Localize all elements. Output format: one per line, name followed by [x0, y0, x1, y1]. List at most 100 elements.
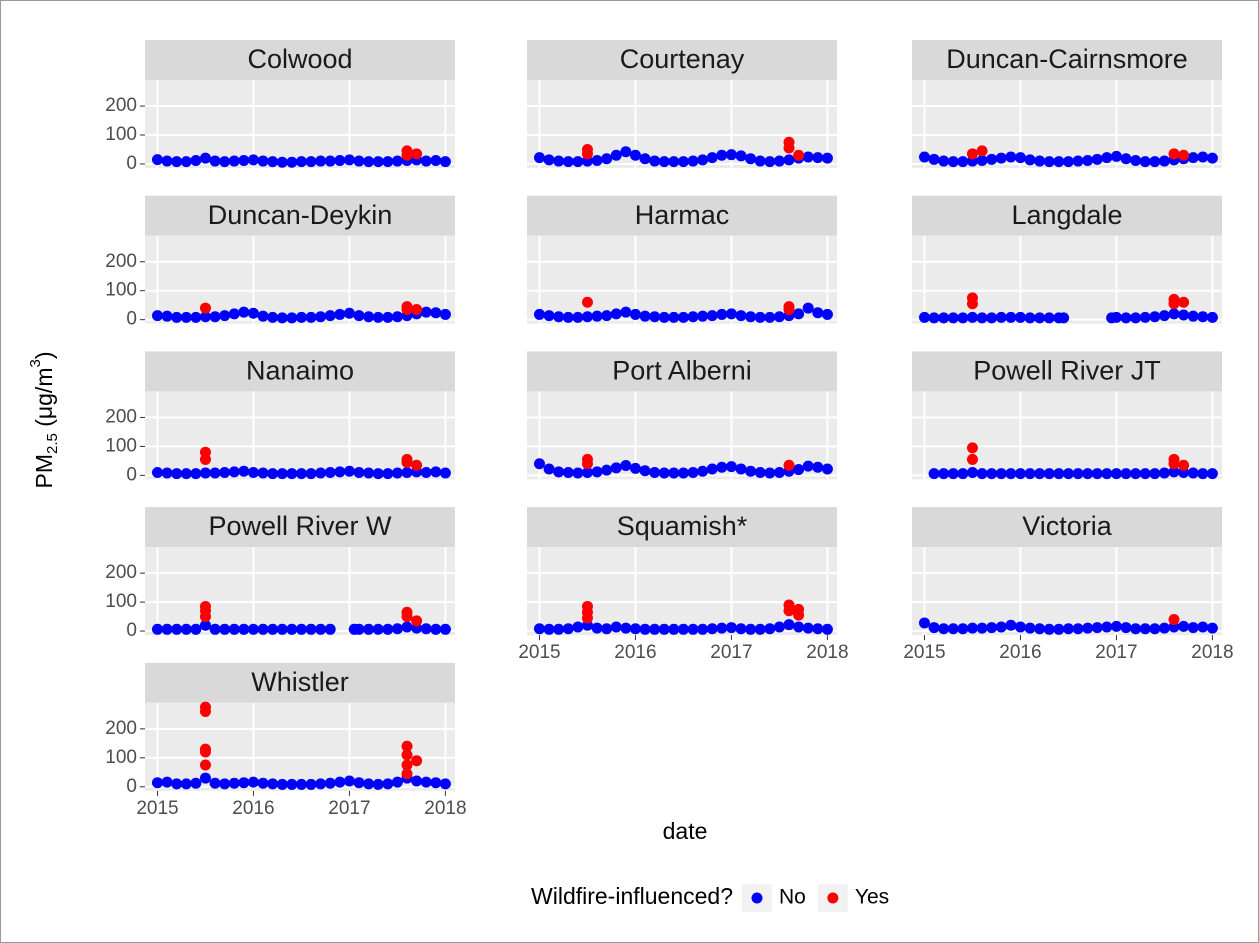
legend-title: Wildfire-influenced?	[531, 883, 733, 909]
point	[1168, 621, 1180, 633]
point	[629, 462, 641, 474]
panel: Colwood 0 100 200	[105, 40, 455, 174]
point	[1178, 149, 1190, 161]
y-tick-label: 0	[126, 309, 137, 330]
point	[773, 311, 785, 323]
point	[199, 152, 211, 164]
point	[171, 778, 183, 790]
point	[1168, 148, 1180, 160]
point	[812, 152, 824, 164]
strip	[912, 351, 1222, 392]
point	[725, 622, 737, 634]
point	[363, 778, 375, 790]
panel: Powell River JT	[912, 351, 1222, 480]
point	[238, 465, 250, 477]
point	[363, 156, 375, 168]
point	[199, 705, 211, 717]
plot-background	[527, 547, 837, 636]
point	[391, 467, 403, 479]
point	[995, 621, 1007, 633]
point	[1168, 613, 1180, 625]
point	[1187, 622, 1199, 634]
point	[1158, 467, 1170, 479]
point	[276, 156, 288, 168]
strip	[912, 507, 1222, 548]
point	[1206, 311, 1218, 323]
point	[1082, 154, 1094, 166]
point	[649, 311, 661, 323]
point	[802, 151, 814, 163]
point	[219, 778, 231, 790]
point	[439, 467, 451, 479]
point	[687, 623, 699, 635]
point	[228, 155, 240, 167]
point	[353, 466, 365, 478]
point	[1034, 155, 1046, 167]
point	[171, 156, 183, 168]
point	[372, 623, 384, 635]
point	[543, 310, 555, 322]
point	[1130, 154, 1142, 166]
point	[793, 308, 805, 320]
strip	[912, 195, 1222, 236]
point	[1062, 468, 1074, 480]
point	[543, 154, 555, 166]
point	[1014, 311, 1026, 323]
point	[543, 463, 555, 475]
y-label-sub: 2.5	[44, 433, 61, 454]
point	[382, 623, 394, 635]
point	[802, 622, 814, 634]
point	[1187, 310, 1199, 322]
point	[793, 609, 805, 621]
point	[1110, 620, 1122, 632]
point	[1206, 468, 1218, 480]
point	[966, 298, 978, 310]
point	[190, 311, 202, 323]
point	[353, 777, 365, 789]
point	[343, 465, 355, 477]
point	[821, 308, 833, 320]
point	[725, 149, 737, 161]
point	[401, 621, 413, 633]
y-label-part: (μg/m	[31, 368, 57, 434]
panel: Langdale	[912, 195, 1222, 324]
point	[716, 308, 728, 320]
point	[764, 311, 776, 323]
point	[783, 459, 795, 471]
point	[976, 622, 988, 634]
point	[439, 778, 451, 790]
point	[1024, 154, 1036, 166]
point	[601, 623, 613, 635]
point	[783, 142, 795, 154]
point	[629, 308, 641, 320]
x-tick-label: 2017	[1095, 642, 1137, 663]
point	[401, 304, 413, 316]
point	[716, 149, 728, 161]
point	[1101, 152, 1113, 164]
panel: Squamish* 2015 2016 2017 2018	[518, 507, 849, 663]
point	[228, 623, 240, 635]
point	[372, 156, 384, 168]
point	[821, 623, 833, 635]
point	[315, 623, 327, 635]
point	[1053, 156, 1065, 168]
panel: Victoria 2015 2016 2017 2018	[903, 507, 1234, 663]
legend-swatch	[827, 892, 839, 904]
point	[363, 311, 375, 323]
y-tick-label: 200	[105, 562, 137, 583]
point	[391, 623, 403, 635]
point	[209, 623, 221, 635]
x-tick-label: 2018	[424, 798, 466, 819]
point	[620, 460, 632, 472]
point	[286, 468, 298, 480]
point	[1062, 156, 1074, 168]
point	[401, 466, 413, 478]
point	[343, 307, 355, 319]
strip-title: Powell River JT	[973, 356, 1161, 386]
x-tick-label: 2016	[232, 798, 274, 819]
point	[1149, 311, 1161, 323]
point	[1072, 623, 1084, 635]
point	[295, 156, 307, 168]
point	[1197, 621, 1209, 633]
